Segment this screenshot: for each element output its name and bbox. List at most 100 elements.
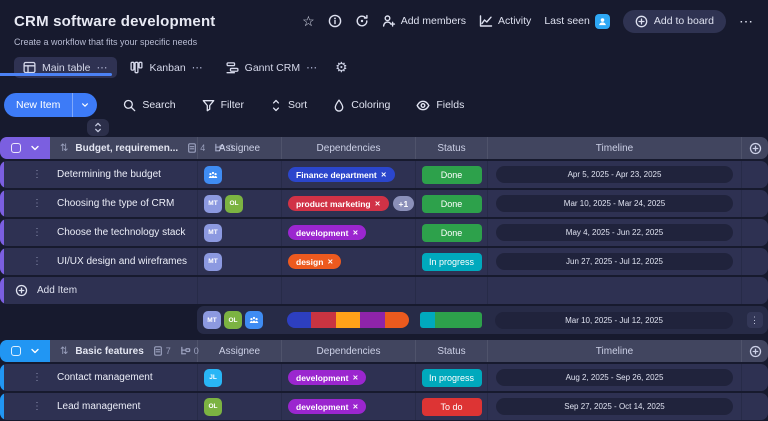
dependency-chip[interactable]: product marketing ✕	[288, 196, 389, 211]
column-header-assignee[interactable]: Assignee	[197, 340, 281, 362]
status-badge[interactable]: To do	[421, 397, 482, 416]
avatar[interactable]: MT	[204, 194, 222, 213]
status-cell[interactable]: In progress	[415, 364, 487, 391]
timeline-pill[interactable]: Sep 27, 2025 - Oct 14, 2025	[495, 398, 734, 415]
task-name[interactable]: Determining the budget	[57, 169, 161, 180]
assignee-cell[interactable]: JL	[197, 364, 281, 391]
new-item-dropdown-caret[interactable]	[72, 93, 97, 117]
status-badge[interactable]: Done	[421, 165, 482, 184]
board-more-menu-icon[interactable]: ⋯	[739, 12, 754, 29]
timeline-pill[interactable]: Aug 2, 2025 - Sep 26, 2025	[495, 369, 734, 386]
timeline-pill[interactable]: Apr 5, 2025 - Apr 23, 2025	[495, 166, 734, 183]
timeline-pill[interactable]: May 4, 2025 - Jun 22, 2025	[495, 224, 734, 241]
status-cell[interactable]: To do	[415, 393, 487, 420]
assignee-cell[interactable]: MT	[197, 219, 281, 246]
summary-menu-icon[interactable]: ⋮	[746, 312, 763, 328]
task-name[interactable]: Lead management	[57, 401, 141, 412]
status-badge[interactable]: Done	[421, 223, 482, 242]
task-name[interactable]: Choosing the type of CRM	[57, 198, 175, 209]
avatar[interactable]: OL	[204, 397, 222, 416]
group-select-block[interactable]	[0, 340, 50, 362]
summary-options[interactable]: ⋮	[741, 306, 768, 334]
status-cell[interactable]: Done	[415, 219, 487, 246]
timeline-cell[interactable]: Jun 27, 2025 - Jul 12, 2025	[487, 248, 741, 275]
timeline-cell[interactable]: Sep 27, 2025 - Oct 14, 2025	[487, 393, 741, 420]
timeline-pill[interactable]: Mar 10, 2025 - Mar 24, 2025	[495, 195, 734, 212]
search-button[interactable]: Search	[113, 94, 185, 117]
avatar[interactable]: MT	[204, 223, 222, 242]
column-header-dependencies[interactable]: Dependencies	[281, 340, 415, 362]
status-badge[interactable]: Done	[421, 194, 482, 213]
fields-button[interactable]: Fields	[406, 94, 474, 117]
summary-timeline[interactable]: Mar 10, 2025 - Jul 12, 2025	[487, 306, 741, 334]
table-row[interactable]: ⋮ Choose the technology stack MT develop…	[0, 219, 768, 246]
sort-button[interactable]: Sort	[260, 94, 317, 117]
timeline-cell[interactable]: Mar 10, 2025 - Mar 24, 2025	[487, 190, 741, 217]
drag-handle-icon[interactable]: ⋮	[32, 401, 42, 412]
column-header-timeline[interactable]: Timeline	[487, 340, 741, 362]
drag-handle-icon[interactable]: ⋮	[32, 169, 42, 180]
dependency-chip[interactable]: Finance department ✕	[288, 167, 395, 182]
assignee-cell[interactable]: MT	[197, 248, 281, 275]
chip-remove-icon[interactable]: ✕	[327, 258, 334, 266]
status-cell[interactable]: In progress	[415, 248, 487, 275]
chip-remove-icon[interactable]: ✕	[352, 374, 359, 382]
timeline-cell[interactable]: Apr 5, 2025 - Apr 23, 2025	[487, 161, 741, 188]
tab-options-icon[interactable]: ⋯	[306, 62, 319, 74]
assignee-cell[interactable]: MT OL	[197, 190, 281, 217]
summary-status[interactable]	[415, 306, 487, 334]
group-collapse-chevron-icon[interactable]	[30, 143, 40, 153]
chip-remove-icon[interactable]: ✕	[352, 403, 359, 411]
group-checkbox[interactable]	[10, 143, 21, 153]
board-title[interactable]: CRM software development	[14, 12, 216, 30]
last-seen-avatar[interactable]	[594, 13, 610, 29]
tab-main-table[interactable]: Main table ⋯	[14, 57, 118, 78]
tab-gannt-crm[interactable]: Gannt CRM ⋯	[217, 57, 327, 78]
info-icon[interactable]	[328, 14, 342, 28]
chip-remove-icon[interactable]: ✕	[352, 229, 359, 237]
timeline-cell[interactable]: May 4, 2025 - Jun 22, 2025	[487, 219, 741, 246]
add-column-button[interactable]	[741, 340, 768, 362]
dependency-chip[interactable]: development ✕	[288, 399, 367, 414]
status-badge[interactable]: In progress	[421, 368, 482, 387]
table-row[interactable]: ⋮ Determining the budget Finance departm…	[0, 161, 768, 188]
drag-handle-icon[interactable]: ⋮	[32, 198, 42, 209]
task-name[interactable]: UI/UX design and wireframes	[57, 256, 188, 267]
table-row[interactable]: ⋮ Choosing the type of CRM MT OL product…	[0, 190, 768, 217]
assignee-cell[interactable]: OL	[197, 393, 281, 420]
team-avatar[interactable]	[245, 311, 263, 329]
status-badge[interactable]: In progress	[421, 252, 482, 271]
group-sort-handle-icon[interactable]: ⇅	[60, 345, 69, 357]
add-members-button[interactable]: Add members	[382, 14, 466, 28]
team-avatar[interactable]	[204, 165, 222, 184]
views-settings-gear-icon[interactable]: ⚙	[335, 59, 348, 75]
column-header-dependencies[interactable]: Dependencies	[281, 137, 415, 159]
avatar[interactable]: JL	[204, 368, 222, 387]
table-row[interactable]: ⋮ Contact management JL development ✕ In …	[0, 364, 768, 391]
dependencies-cell[interactable]: development ✕	[281, 219, 415, 246]
avatar[interactable]: OL	[224, 311, 242, 329]
group-title[interactable]: Budget, requiremen...	[75, 142, 179, 154]
dependencies-cell[interactable]: design ✕	[281, 248, 415, 275]
chip-remove-icon[interactable]: ✕	[380, 171, 387, 179]
add-to-board-button[interactable]: Add to board	[622, 9, 726, 33]
dependency-chip[interactable]: design ✕	[288, 254, 342, 269]
dependency-chip[interactable]: development ✕	[288, 225, 367, 240]
activity-button[interactable]: Activity	[479, 14, 531, 28]
table-row[interactable]: ⋮ UI/UX design and wireframes MT design ✕…	[0, 248, 768, 275]
coloring-button[interactable]: Coloring	[323, 94, 400, 117]
chip-remove-icon[interactable]: ✕	[374, 200, 381, 208]
dependencies-cell[interactable]: development ✕	[281, 393, 415, 420]
drag-handle-icon[interactable]: ⋮	[32, 372, 42, 383]
assignee-cell[interactable]	[197, 161, 281, 188]
status-cell[interactable]: Done	[415, 190, 487, 217]
more-dependencies-badge[interactable]: +1	[392, 196, 415, 211]
tab-kanban[interactable]: Kanban ⋯	[121, 57, 212, 78]
column-header-status[interactable]: Status	[415, 137, 487, 159]
column-header-timeline[interactable]: Timeline	[487, 137, 741, 159]
new-item-label[interactable]: New Item	[16, 99, 61, 111]
avatar[interactable]: MT	[204, 252, 222, 271]
add-item-row[interactable]: Add Item	[0, 277, 768, 304]
last-seen[interactable]: Last seen	[544, 13, 610, 29]
table-row[interactable]: ⋮ Lead management OL development ✕ To do …	[0, 393, 768, 420]
